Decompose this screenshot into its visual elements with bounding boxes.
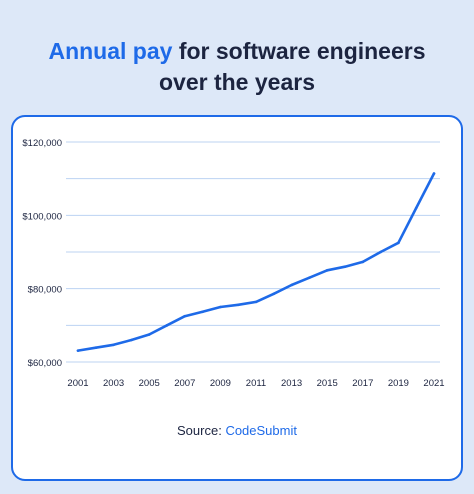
data-point [165,324,169,327]
data-point [379,250,382,254]
data-point [147,333,151,336]
data-point [183,314,187,318]
title-line-2: over the years [159,69,315,95]
x-tick-label: 2019 [388,378,409,389]
data-point [272,292,276,296]
x-tick-label: 2005 [139,378,160,389]
data-point [130,338,133,342]
data-point [290,283,293,287]
data-point [432,172,436,175]
data-point [201,310,204,314]
y-tick-label: $120,000 [22,138,62,149]
x-tick-label: 2013 [281,378,302,389]
series-line [76,172,436,352]
data-point [236,303,240,307]
title-rest: for software engineers [178,38,426,64]
x-tick-label: 2011 [246,378,266,389]
y-tick-label: $80,000 [28,285,62,296]
x-tick-label: 2001 [67,378,88,389]
x-tick-label: 2003 [103,378,124,389]
chart-title: Annual pay for software engineers over t… [0,36,474,98]
data-point [361,260,365,264]
data-point [94,346,98,350]
data-point [219,305,222,309]
data-point [343,265,347,268]
x-tick-label: 2009 [210,378,231,389]
data-point [414,206,418,210]
data-point [254,300,258,304]
source-credit: Source: CodeSubmit [0,423,474,438]
data-point [397,241,400,245]
x-tick-label: 2015 [317,378,338,389]
y-tick-label: $100,000 [22,211,62,222]
title-highlight: Annual pay [48,38,173,64]
source-name: CodeSubmit [225,423,297,438]
x-tick-label: 2017 [352,378,373,389]
source-label: Source: [177,423,222,438]
x-tick-label: 2007 [174,378,195,389]
data-point [308,276,311,279]
x-tick-label: 2021 [423,378,444,389]
chart-card [11,115,463,481]
title-line-1: Annual pay for software engineers [0,36,474,67]
y-tick-label: $60,000 [28,358,62,369]
data-point [325,269,329,272]
data-point [76,349,80,352]
data-point [112,343,115,347]
